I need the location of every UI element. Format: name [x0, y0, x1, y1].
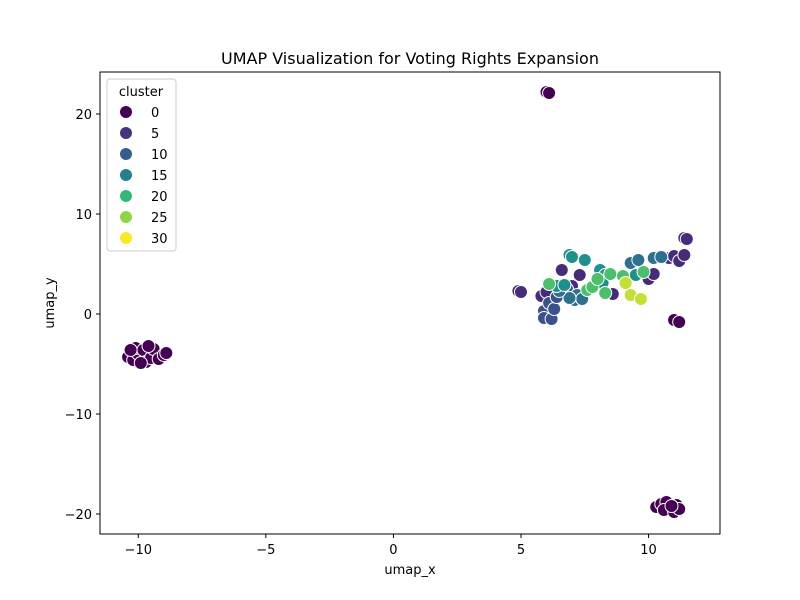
data-point [159, 346, 174, 360]
x-tick-label: −5 [256, 543, 275, 558]
legend-label: 20 [151, 190, 168, 205]
y-tick-label: 20 [75, 108, 92, 123]
data-point [542, 86, 557, 100]
legend: cluster 0 5 10 15 20 25 30 [106, 78, 177, 252]
data-point [631, 253, 646, 267]
data-point [603, 267, 618, 281]
legend-marker [119, 105, 133, 119]
legend-marker [119, 189, 133, 203]
y-tick-label: −10 [65, 408, 92, 423]
legend-marker [119, 126, 133, 140]
data-point [677, 248, 692, 262]
legend-label: 30 [151, 232, 168, 247]
y-tick-label: 0 [84, 308, 92, 323]
data-point [514, 285, 528, 299]
data-point [547, 302, 562, 316]
data-point [577, 253, 592, 267]
y-tick-label: 10 [75, 208, 92, 223]
legend-box [106, 78, 177, 252]
data-point [141, 339, 156, 353]
x-axis: −10 −5 0 5 10 [125, 534, 657, 558]
data-point [590, 272, 605, 286]
data-point [572, 268, 587, 282]
legend-marker [119, 210, 133, 224]
x-tick-label: −10 [125, 543, 152, 558]
legend-marker [119, 168, 133, 182]
data-point [618, 276, 633, 290]
x-axis-label: umap_x [384, 563, 436, 578]
plot-area [121, 85, 694, 519]
x-tick-label: 5 [517, 543, 525, 558]
data-point [565, 250, 579, 264]
axes-frame [99, 71, 721, 535]
legend-label: 5 [151, 127, 159, 142]
data-point [598, 286, 613, 300]
legend-label: 10 [151, 148, 168, 163]
y-axis: −20 −10 0 10 20 [65, 108, 100, 523]
legend-label: 25 [151, 211, 168, 226]
data-point [562, 291, 577, 305]
data-point [664, 499, 679, 513]
chart-title: UMAP Visualization for Voting Rights Exp… [221, 49, 599, 68]
data-point [679, 232, 694, 246]
data-point [133, 356, 148, 370]
x-tick-label: 0 [389, 543, 397, 558]
x-tick-label: 10 [640, 543, 657, 558]
data-point [554, 263, 569, 277]
legend-label: 0 [151, 106, 159, 121]
data-point [636, 265, 651, 279]
legend-marker [119, 147, 133, 161]
legend-title: cluster [119, 85, 164, 100]
data-point [672, 315, 687, 329]
y-axis-label: umap_y [43, 277, 58, 329]
data-point [633, 292, 648, 306]
legend-label: 15 [151, 169, 168, 184]
data-point [123, 343, 138, 357]
legend-marker [119, 231, 133, 245]
y-tick-label: −20 [65, 508, 92, 523]
data-point [557, 278, 572, 292]
data-point [542, 277, 557, 291]
data-point [654, 250, 669, 264]
